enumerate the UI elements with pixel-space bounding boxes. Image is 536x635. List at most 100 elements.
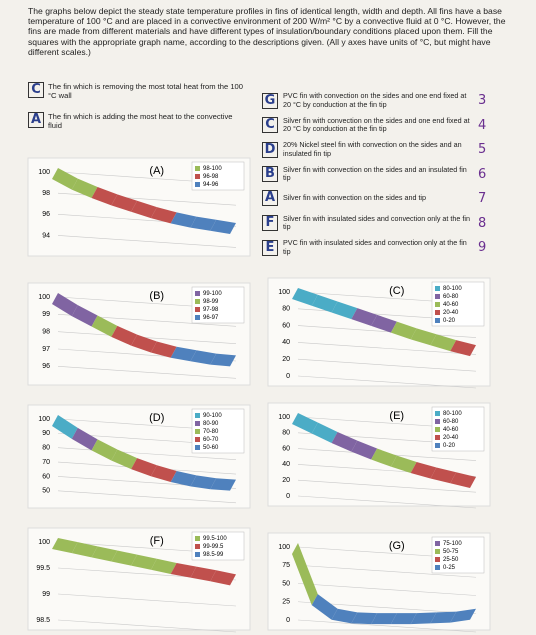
legend-box: [191, 161, 245, 191]
profile-segment: [71, 178, 98, 199]
grid-line: [57, 447, 237, 461]
legend-swatch: [435, 286, 440, 291]
match-row: A Silver fin with convection on the sides…: [262, 190, 507, 206]
y-tick-label: 99: [42, 311, 50, 318]
profile-segment: [371, 448, 397, 467]
intro: The graphs below depict the steady state…: [28, 6, 506, 57]
legend-swatch: [195, 291, 200, 296]
handwritten-number: 8: [478, 215, 487, 231]
y-tick-label: 100: [38, 539, 50, 546]
profile-segment: [351, 612, 378, 625]
profile-segment: [111, 550, 138, 566]
legend-label: 75-100: [443, 541, 462, 547]
legend-label: 50-60: [203, 445, 219, 451]
question-text: The fin which is adding the most heat to…: [48, 112, 233, 130]
legend-label: 94-96: [203, 182, 219, 188]
profile-segment: [190, 566, 217, 582]
grid-line: [57, 366, 237, 379]
grid-line: [297, 325, 477, 338]
profile-segment: [131, 334, 157, 353]
y-tick-label: 80: [282, 430, 290, 437]
legend-label: 98-100: [203, 166, 222, 172]
legend-swatch: [435, 411, 440, 416]
y-tick-label: 100: [38, 169, 50, 176]
legend-swatch: [435, 302, 440, 307]
legend-label: 80-90: [203, 421, 219, 427]
profile-segment: [52, 538, 78, 554]
legend-label: 20-40: [443, 310, 459, 316]
profile-segment: [210, 570, 236, 586]
profile-segment: [170, 562, 197, 578]
legend-swatch: [195, 421, 200, 426]
y-tick-label: 50: [42, 488, 50, 495]
legend-swatch: [195, 307, 200, 312]
legend-swatch: [195, 299, 200, 304]
profile-segment: [150, 465, 177, 483]
legend-box: [431, 406, 485, 452]
y-tick-label: 99: [42, 591, 50, 598]
legend-label: 90-100: [203, 413, 222, 419]
y-tick-label: 98: [42, 329, 50, 336]
legend-label: 40-60: [443, 427, 459, 433]
y-tick-label: 100: [278, 414, 290, 421]
answer: E: [262, 239, 278, 256]
profile-segment: [111, 194, 138, 212]
profile-segment: [52, 168, 78, 190]
grid-line: [57, 593, 237, 607]
y-tick-label: 97: [42, 346, 50, 353]
y-tick-label: 60: [282, 322, 290, 329]
y-tick-label: 0: [286, 617, 290, 624]
match-row: B Silver fin with convection on the sides…: [262, 164, 507, 183]
y-tick-label: 0: [286, 373, 290, 380]
profile-segment: [131, 200, 157, 219]
grid-line: [297, 358, 477, 372]
match-row: G PVC fin with convection on the sides an…: [262, 91, 507, 109]
profile-segment: [351, 440, 378, 460]
legend-label: 60-80: [443, 294, 459, 300]
match-row: F Silver fin with insulated sides and con…: [262, 214, 507, 232]
legend-label: 40-60: [443, 302, 459, 308]
legend-label: 99.5-100: [203, 536, 227, 542]
legend-swatch: [435, 549, 440, 554]
handwritten-number: 5: [478, 142, 487, 158]
y-tick-label: 94: [42, 232, 50, 239]
chart-label: (F): [150, 535, 164, 547]
y-tick-label: 50: [282, 580, 290, 587]
profile-segment: [91, 439, 118, 461]
y-tick-label: 98.5: [36, 617, 50, 624]
y-tick-label: 40: [282, 339, 290, 346]
match-row: D 20% Nickel steel fin with convection on…: [262, 140, 507, 158]
legend-swatch: [435, 541, 440, 546]
legend-label: 98-99: [203, 299, 219, 305]
chart-label: (E): [389, 410, 404, 422]
legend-label: 70-80: [203, 429, 219, 435]
legend-label: 99-99.5: [203, 544, 224, 550]
handwritten-number: 6: [478, 166, 487, 182]
answer: D: [262, 141, 278, 158]
grid-line: [297, 619, 477, 633]
match-text: Silver fin with convection on the sides …: [283, 164, 467, 183]
profile-segment: [311, 594, 338, 620]
profile-segment: [170, 471, 197, 487]
y-tick-label: 60: [282, 445, 290, 452]
match-text: 20% Nickel steel fin with convection on …: [283, 140, 462, 158]
profile-segment: [351, 308, 378, 326]
profile-segment: [331, 608, 358, 624]
y-tick-label: 96: [42, 363, 50, 370]
legend-label: 80-100: [443, 411, 462, 417]
profile-segment: [170, 346, 197, 362]
legend-swatch: [195, 429, 200, 434]
profile-segment: [150, 207, 177, 224]
legend-label: 20-40: [443, 435, 459, 441]
grid-line: [297, 479, 477, 493]
profile-segment: [131, 458, 157, 477]
profile-segment: [371, 613, 397, 625]
y-tick-label: 40: [282, 461, 290, 468]
profile-segment: [311, 422, 338, 443]
profile-segment: [430, 611, 457, 624]
grid-line: [297, 375, 477, 389]
profile-segment: [111, 325, 138, 346]
y-tick-label: 100: [278, 544, 290, 551]
y-tick-label: 20: [282, 356, 290, 363]
